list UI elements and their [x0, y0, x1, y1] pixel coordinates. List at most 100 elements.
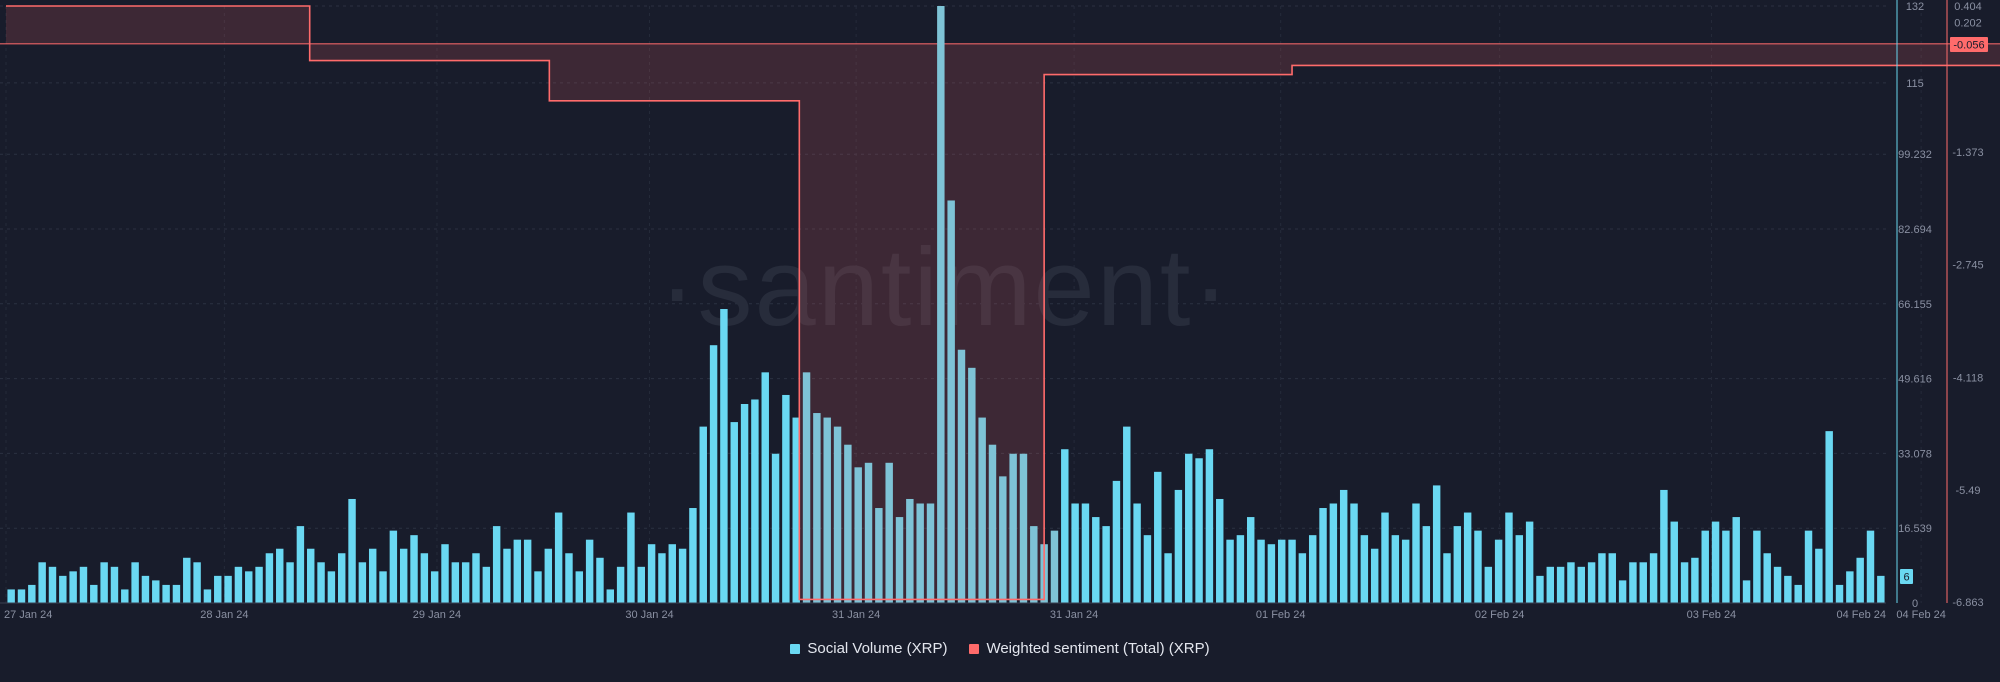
x-tick-label: 04 Feb 24: [1896, 609, 1946, 621]
social-volume-bar: [1267, 544, 1276, 603]
social-volume-bar: [740, 404, 749, 603]
sentiment-area: [6, 6, 2000, 600]
y-left-tick-label: 115: [1906, 78, 1924, 90]
social-volume-bar: [1556, 566, 1565, 603]
social-volume-bar: [193, 562, 201, 603]
social-volume-bar: [968, 367, 976, 603]
y-left-tick-label: 132: [1906, 1, 1924, 13]
social-volume-bar: [513, 539, 522, 603]
social-volume-bar: [90, 584, 98, 603]
social-volume-bar: [337, 553, 346, 603]
social-volume-bar: [1381, 512, 1389, 603]
social-volume-bar: [399, 548, 408, 603]
social-volume-bar: [627, 512, 635, 603]
social-volume-bar: [709, 345, 718, 603]
social-volume-bar: [999, 476, 1007, 603]
social-volume-bar: [358, 562, 367, 603]
legend-label-weighted-sentiment: Weighted sentiment (Total) (XRP): [986, 640, 1210, 657]
legend-item-weighted-sentiment[interactable]: Weighted sentiment (Total) (XRP): [969, 640, 1210, 657]
social-volume-bar: [1567, 562, 1575, 603]
social-volume-bar: [906, 498, 914, 603]
social-volume-bar: [492, 526, 501, 603]
social-volume-bar: [1081, 503, 1090, 603]
x-tick-label: 27 Jan 24: [4, 609, 52, 621]
social-volume-bar: [420, 553, 429, 603]
social-volume-bar: [844, 444, 852, 603]
social-volume-bar: [916, 503, 924, 603]
social-volume-bar: [389, 530, 398, 603]
social-volume-bar: [69, 571, 77, 603]
social-volume-bar: [1277, 539, 1286, 603]
social-volume-bar: [38, 562, 46, 603]
social-volume-bar: [1360, 535, 1369, 603]
social-volume-bar: [1319, 508, 1327, 603]
social-volume-bar: [1216, 498, 1224, 603]
social-volume-bar: [472, 553, 480, 603]
social-volume-bar: [1050, 530, 1059, 603]
social-volume-bar: [596, 557, 604, 603]
social-volume-bar: [296, 526, 305, 603]
social-volume-bar: [730, 422, 738, 603]
social-volume-bar: [1846, 571, 1854, 603]
social-volume-bar: [606, 589, 615, 603]
social-volume-bar: [1092, 517, 1100, 603]
social-volume-bar: [616, 566, 625, 603]
social-volume-bar: [823, 417, 831, 603]
social-volume-bar: [544, 548, 553, 603]
social-volume-bar: [565, 553, 573, 603]
y-left-tick-label: 82.694: [1898, 224, 1932, 236]
legend-swatch-social-volume: [790, 643, 801, 654]
social-volume-bar: [1494, 539, 1503, 603]
social-volume-bar: [131, 562, 139, 603]
x-tick-label: 28 Jan 24: [200, 609, 248, 621]
social-volume-bar: [699, 426, 707, 603]
social-volume-bar: [1370, 548, 1379, 603]
social-volume-bar: [255, 566, 263, 603]
social-volume-bar: [1329, 503, 1338, 603]
bars-layer: [7, 6, 1885, 603]
y-left-ticks-layer: 0 16.539 33.078 49.616 66.155 82.694 99.232 115…: [1898, 1, 1932, 610]
social-volume-bar: [1691, 557, 1699, 603]
social-volume-bar: [1629, 562, 1637, 603]
social-volume-bar: [1071, 503, 1079, 603]
social-volume-bar: [875, 508, 883, 603]
social-volume-bar: [28, 584, 36, 603]
social-volume-bar: [1257, 539, 1265, 603]
social-volume-bar: [1525, 521, 1534, 603]
social-volume-bar: [317, 562, 325, 603]
social-volume-bar: [751, 399, 759, 603]
social-volume-bar: [327, 571, 336, 603]
social-volume-bar: [1515, 535, 1524, 603]
y-left-tick-label: 16.539: [1898, 523, 1932, 535]
social-volume-bar: [59, 575, 67, 603]
social-volume-bar: [1866, 530, 1875, 603]
social-volume-bar: [1587, 562, 1596, 603]
social-volume-bar: [1143, 535, 1152, 603]
y-left-tick-label: 99.232: [1898, 149, 1932, 161]
x-ticks-layer: 27 Jan 24 28 Jan 24 29 Jan 24 30 Jan 24 31 J…: [4, 609, 1946, 621]
social-volume-bar: [1463, 512, 1472, 603]
social-volume-bar: [214, 575, 222, 603]
social-volume-bar: [348, 498, 356, 603]
social-volume-bar: [1825, 431, 1833, 603]
social-volume-bar: [1577, 566, 1585, 603]
social-volume-bar: [1484, 566, 1493, 603]
current-sentiment-badge: -0.056: [1950, 37, 1988, 52]
legend-item-social-volume[interactable]: Social Volume (XRP): [790, 640, 947, 657]
social-volume-bar: [451, 562, 460, 603]
social-volume-bar: [1391, 535, 1400, 603]
social-volume-bar: [152, 580, 160, 603]
social-volume-bar: [79, 566, 88, 603]
social-volume-bar: [368, 548, 377, 603]
social-volume-bar: [1061, 449, 1069, 603]
social-volume-bar: [885, 462, 893, 603]
social-volume-bar: [792, 417, 800, 603]
social-volume-bar: [461, 562, 470, 603]
social-volume-bar: [1174, 489, 1183, 603]
social-volume-bar: [1649, 553, 1658, 603]
social-volume-bar: [585, 539, 594, 603]
social-volume-bar: [1288, 539, 1296, 603]
social-volume-bar: [1835, 584, 1844, 603]
social-volume-bar: [1804, 530, 1813, 603]
